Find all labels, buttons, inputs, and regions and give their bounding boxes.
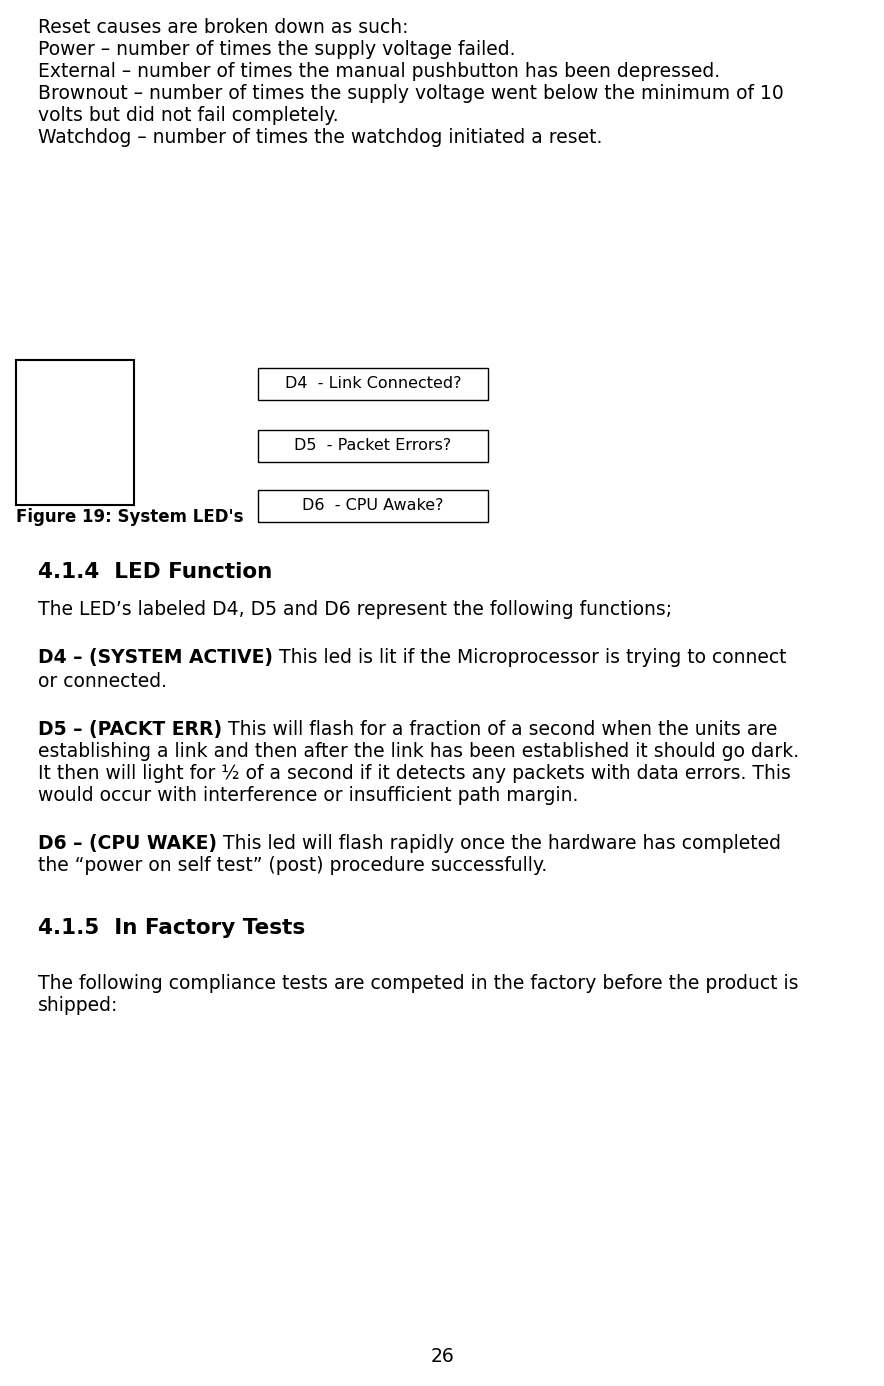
Text: volts but did not fail completely.: volts but did not fail completely. [38,105,339,125]
Text: establishing a link and then after the link has been established it should go da: establishing a link and then after the l… [38,742,799,761]
Text: the “power on self test” (post) procedure successfully.: the “power on self test” (post) procedur… [38,857,547,875]
Text: shipped:: shipped: [38,997,118,1015]
Bar [258,491,488,523]
Text: D4  - Link Connected?: D4 - Link Connected? [285,377,461,391]
Bar [258,369,488,401]
Bar [16,360,134,505]
Text: Watchdog – number of times the watchdog initiated a reset.: Watchdog – number of times the watchdog … [38,128,602,147]
Text: Brownout – number of times the supply voltage went below the minimum of 10: Brownout – number of times the supply vo… [38,85,784,103]
Text: D4 – (SYSTEM ACTIVE): D4 – (SYSTEM ACTIVE) [38,649,273,667]
Text: This led is lit if the Microprocessor is trying to connect: This led is lit if the Microprocessor is… [273,649,787,667]
Text: Figure 19: System LED's: Figure 19: System LED's [16,509,243,527]
Text: This will flash for a fraction of a second when the units are: This will flash for a fraction of a seco… [222,719,778,739]
Text: Reset causes are broken down as such:: Reset causes are broken down as such: [38,18,408,37]
Text: The LED’s labeled D4, D5 and D6 represent the following functions;: The LED’s labeled D4, D5 and D6 represen… [38,600,672,620]
Text: D5  - Packet Errors?: D5 - Packet Errors? [294,438,452,453]
Text: D6  - CPU Awake?: D6 - CPU Awake? [302,499,444,513]
Text: External – number of times the manual pushbutton has been depressed.: External – number of times the manual pu… [38,62,720,80]
Text: D5 – (PACKT ERR): D5 – (PACKT ERR) [38,719,222,739]
Text: or connected.: or connected. [38,672,167,692]
Text: Power – number of times the supply voltage failed.: Power – number of times the supply volta… [38,40,515,60]
Text: 26: 26 [431,1347,453,1365]
Text: The following compliance tests are competed in the factory before the product is: The following compliance tests are compe… [38,974,798,992]
Text: 4.1.4  LED Function: 4.1.4 LED Function [38,561,272,582]
Text: This led will flash rapidly once the hardware has completed: This led will flash rapidly once the har… [217,834,781,852]
Text: would occur with interference or insufficient path margin.: would occur with interference or insuffi… [38,786,578,805]
Text: 4.1.5  In Factory Tests: 4.1.5 In Factory Tests [38,918,305,938]
Bar [258,430,488,462]
Text: D6 – (CPU WAKE): D6 – (CPU WAKE) [38,834,217,852]
Text: It then will light for ½ of a second if it detects any packets with data errors.: It then will light for ½ of a second if … [38,764,791,783]
